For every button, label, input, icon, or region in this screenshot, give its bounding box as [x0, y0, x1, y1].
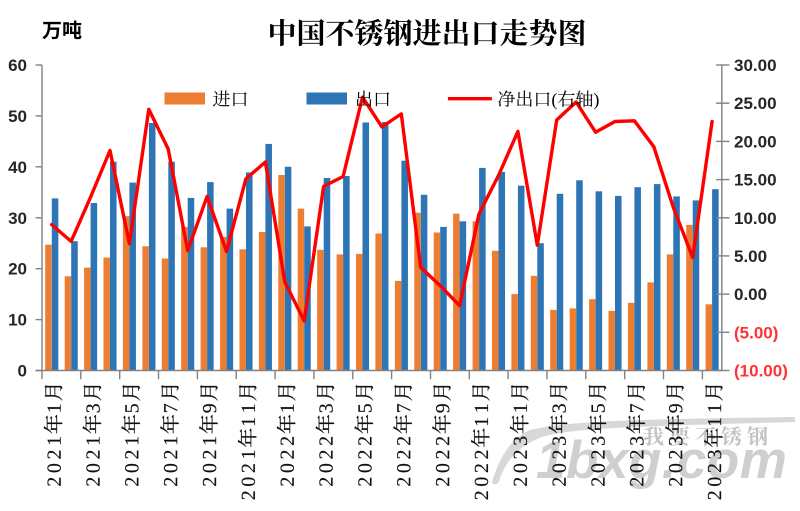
svg-text:20: 20 [8, 260, 27, 279]
svg-text:5.00: 5.00 [734, 247, 767, 266]
svg-text:15.00: 15.00 [734, 171, 777, 190]
svg-text:30: 30 [8, 209, 27, 228]
svg-text:0.00: 0.00 [734, 285, 767, 304]
svg-text:25.00: 25.00 [734, 94, 777, 113]
svg-text:20.00: 20.00 [734, 132, 777, 151]
svg-text:10: 10 [8, 311, 27, 330]
svg-text:0: 0 [18, 362, 27, 381]
svg-text:30.00: 30.00 [734, 56, 777, 75]
svg-text:(10.00): (10.00) [734, 362, 788, 381]
svg-text:60: 60 [8, 56, 27, 75]
svg-text:50: 50 [8, 107, 27, 126]
svg-text:10.00: 10.00 [734, 209, 777, 228]
svg-text:(5.00): (5.00) [734, 323, 778, 342]
svg-text:1bxg.com: 1bxg.com [536, 431, 787, 490]
svg-text:40: 40 [8, 158, 27, 177]
